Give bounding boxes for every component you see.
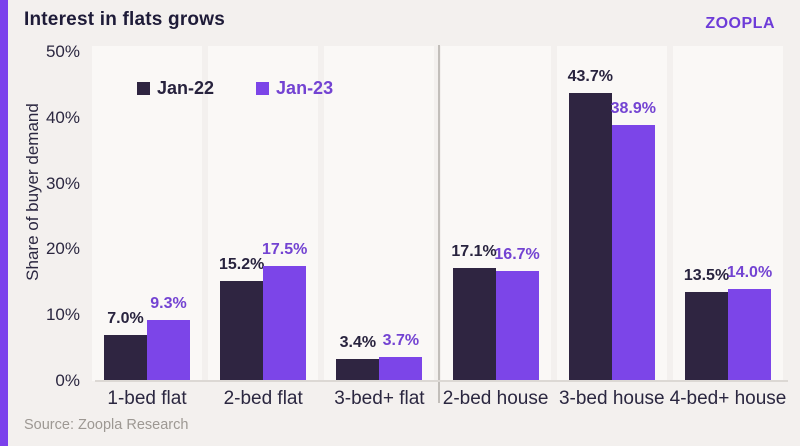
- legend: Jan-22 Jan-23: [137, 78, 333, 99]
- bar-value-label-jan-23-4-bed-house: 14.0%: [726, 263, 773, 281]
- bar-value-label-jan-22-2-bed-house: 17.1%: [451, 243, 497, 261]
- legend-swatch-jan-23: [256, 82, 270, 95]
- legend-swatch-jan-22: [137, 82, 150, 95]
- legend-item-jan-23: Jan-23: [256, 78, 333, 99]
- brand-accent-stripe: [0, 0, 8, 446]
- bar-jan-22-3-bed-house: [568, 93, 612, 381]
- bar-value-label-jan-22-2-bed-flat: 15.2%: [219, 255, 265, 273]
- bar-jan-23-1-bed-flat: [147, 319, 190, 381]
- bar-jan-22-2-bed-house: [452, 268, 496, 381]
- bar-jan-23-3-bed-flat: [379, 356, 423, 381]
- bar-value-label-jan-23-2-bed-flat: 17.5%: [262, 240, 308, 258]
- flats-houses-divider: [437, 45, 440, 403]
- bar-jan-22-2-bed-flat: [220, 280, 264, 381]
- source-note: Source: Zoopla Research: [24, 417, 189, 433]
- legend-item-jan-22: Jan-22: [137, 78, 214, 99]
- y-tick-label: 40%: [45, 107, 80, 127]
- category-label-2-bed-flat: 2-bed flat: [223, 388, 303, 409]
- bar-value-label-jan-23-3-bed-flat: 3.7%: [382, 331, 420, 349]
- legend-label-jan-23: Jan-23: [276, 78, 334, 98]
- legend-label-jan-22: Jan-22: [157, 78, 215, 98]
- bar-jan-22-4-bed-house: [685, 292, 728, 381]
- bar-value-label-jan-22-3-bed-house: 43.7%: [567, 68, 613, 86]
- category-label-4-bed-house: 4-bed+ house: [669, 388, 787, 409]
- bar-jan-23-4-bed-house: [728, 288, 771, 381]
- bar-jan-23-2-bed-flat: [263, 265, 307, 381]
- bar-jan-22-1-bed-flat: [104, 334, 147, 381]
- zoopla-logo: zoopla: [705, 7, 775, 33]
- category-label-2-bed-house: 2-bed house: [442, 388, 549, 409]
- bar-value-label-jan-23-3-bed-house: 38.9%: [610, 100, 656, 118]
- y-tick-label: 50%: [45, 42, 80, 61]
- page-title: Interest in flats grows: [24, 9, 225, 30]
- bar-value-label-jan-22-3-bed-flat: 3.4%: [339, 333, 377, 351]
- y-tick-label: 10%: [45, 305, 80, 325]
- bar-value-label-jan-22-1-bed-flat: 7.0%: [107, 309, 144, 327]
- category-label-1-bed-flat: 1-bed flat: [107, 388, 187, 409]
- y-tick-label: 0%: [55, 371, 80, 390]
- y-tick-label: 20%: [45, 239, 80, 259]
- x-axis-baseline: [95, 380, 788, 382]
- bar-value-label-jan-23-2-bed-house: 16.7%: [494, 246, 540, 264]
- bar-jan-23-3-bed-house: [611, 125, 655, 381]
- bar-value-label-jan-23-1-bed-flat: 9.3%: [150, 294, 187, 312]
- bar-value-label-jan-22-4-bed-house: 13.5%: [683, 267, 730, 285]
- category-band-3-bed-flat: [324, 46, 435, 381]
- y-tick-label: 30%: [45, 173, 80, 193]
- bar-jan-22-3-bed-flat: [336, 358, 380, 381]
- category-label-3-bed-flat: 3-bed+ flat: [334, 388, 425, 409]
- category-label-3-bed-house: 3-bed house: [558, 388, 665, 409]
- bar-jan-23-2-bed-house: [495, 271, 539, 381]
